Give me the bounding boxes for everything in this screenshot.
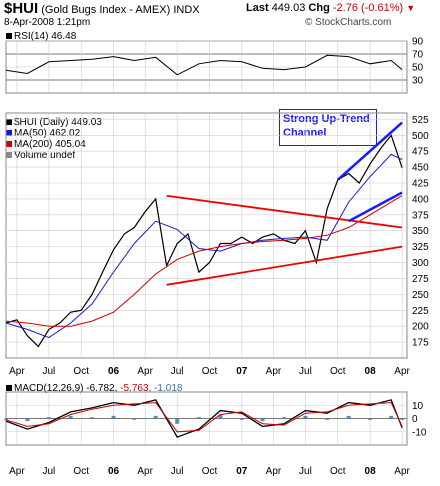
x-tick-label: 08 [365, 366, 377, 377]
x-tick-label: Apr [137, 366, 153, 377]
x-tick-label: Apr [137, 466, 153, 477]
x-tick-label: Oct [202, 366, 218, 377]
macd-hist-bar [260, 418, 265, 422]
x-tick-label: Apr [394, 466, 410, 477]
x-tick-label: Oct [330, 466, 346, 477]
macd-hist-bar [239, 418, 244, 420]
rsi-tick-label: 70 [412, 50, 424, 61]
chg-label: Chg [308, 2, 330, 14]
price-tick-label: 200 [412, 322, 429, 333]
x-tick-label: Jul [299, 366, 312, 377]
x-tick-label: 06 [108, 366, 120, 377]
x-tick-label: 07 [236, 366, 248, 377]
last-quote: Last 449.03 Chg -2.76 (-0.61%) ▼ [246, 2, 415, 14]
macd-hist-bar [325, 418, 330, 420]
macd-hist-bar [389, 415, 394, 419]
macd-hist-bar [25, 418, 30, 422]
price-tick-label: 275 [412, 274, 429, 285]
rsi-tick-label: 90 [412, 37, 424, 48]
chg-value: -2.76 (-0.61%) [332, 2, 404, 14]
price-tick-label: 400 [412, 194, 429, 205]
trend-line-red [166, 245, 403, 286]
macd-tick-label: 10 [412, 401, 424, 412]
symbol: $HUI [4, 0, 39, 17]
macd-hist-bar [218, 414, 223, 419]
x-tick-label: 07 [236, 466, 248, 477]
price-tick-label: 450 [412, 163, 429, 174]
macd-hist-bar [303, 415, 308, 419]
rsi-tick-label: 30 [412, 76, 424, 87]
rsi-label: RSI(14) 46.48 [6, 31, 76, 42]
chart-date: 8-Apr-2008 1:21pm [4, 17, 91, 28]
x-tick-label: Apr [266, 366, 282, 377]
macd-hist-bar [153, 415, 158, 419]
ma50-line [5, 153, 403, 339]
x-tick-label: Jul [171, 366, 184, 377]
trend-line-blue [348, 191, 403, 223]
price-tick-label: 525 [412, 115, 429, 126]
x-tick-label: Jul [299, 466, 312, 477]
price-tick-label: 175 [412, 338, 429, 349]
x-tick-label: Apr [266, 466, 282, 477]
price-tick-label: 475 [412, 147, 429, 158]
macd-hist-bar [175, 418, 180, 424]
ma200-line [5, 195, 403, 327]
last-label: Last [246, 2, 269, 14]
x-tick-label: Jul [42, 366, 55, 377]
macd-hist-bar [132, 418, 137, 420]
macd-hist-bar [368, 418, 373, 420]
macd-tick-label: -10 [412, 427, 427, 438]
x-tick-label: Apr [9, 466, 25, 477]
price-frame [5, 112, 408, 359]
macd-hist-bar [400, 418, 405, 420]
macd-label: MACD(12,26,9) -6.782, -5.763, -1.018 [6, 383, 182, 394]
x-tick-label: Oct [73, 466, 89, 477]
chart-title: $HUI (Gold Bugs Index - AMEX) INDX [4, 0, 200, 17]
x-tick-label: Oct [330, 366, 346, 377]
price-tick-label: 425 [412, 179, 429, 190]
signal-line [5, 402, 403, 433]
rsi-tick-label: 50 [412, 63, 424, 74]
macd-hist-bar [196, 417, 201, 419]
x-tick-label: Oct [202, 466, 218, 477]
macd-line [5, 399, 403, 438]
price-tick-label: 375 [412, 210, 429, 221]
macd-hist-bar [346, 415, 351, 419]
price-tick-label: 325 [412, 242, 429, 253]
x-tick-label: Jul [42, 466, 55, 477]
price-tick-label: 350 [412, 226, 429, 237]
macd-hist-bar [111, 415, 116, 419]
macd-tick-label: 0 [412, 414, 418, 425]
legend-price: $HUI (Daily) 449.03 [6, 117, 102, 128]
x-tick-label: 08 [365, 466, 377, 477]
legend-volume: Volume undef [6, 150, 75, 161]
trend-line-red [166, 194, 403, 229]
brand: © StockCharts.com [305, 17, 392, 28]
macd-hist-bar [68, 415, 73, 419]
trend-annotation: Strong Up-Trend Channel [279, 109, 377, 146]
x-tick-label: Jul [171, 466, 184, 477]
macd-hist-bar [46, 417, 51, 419]
macd-hist-bar [4, 418, 8, 420]
macd-hist-bar [281, 417, 286, 419]
price-tick-label: 250 [412, 290, 429, 301]
macd-hist-bar [90, 417, 95, 419]
price-tick-label: 300 [412, 258, 429, 269]
x-tick-label: Oct [73, 366, 89, 377]
legend-ma200: MA(200) 405.04 [6, 139, 86, 150]
trend-line-blue [336, 121, 403, 181]
x-tick-label: 06 [108, 466, 120, 477]
last-value: 449.03 [271, 2, 306, 14]
legend-ma50: MA(50) 462.02 [6, 128, 80, 139]
rsi-line [5, 54, 403, 76]
price-line [5, 134, 403, 348]
x-tick-label: Apr [9, 366, 25, 377]
down-arrow-icon: ▼ [406, 3, 416, 13]
x-tick-label: Apr [394, 366, 410, 377]
price-tick-label: 225 [412, 306, 429, 317]
exchange: INDX [173, 4, 200, 16]
price-tick-label: 500 [412, 131, 429, 142]
index-name: (Gold Bugs Index - AMEX) [41, 4, 171, 16]
